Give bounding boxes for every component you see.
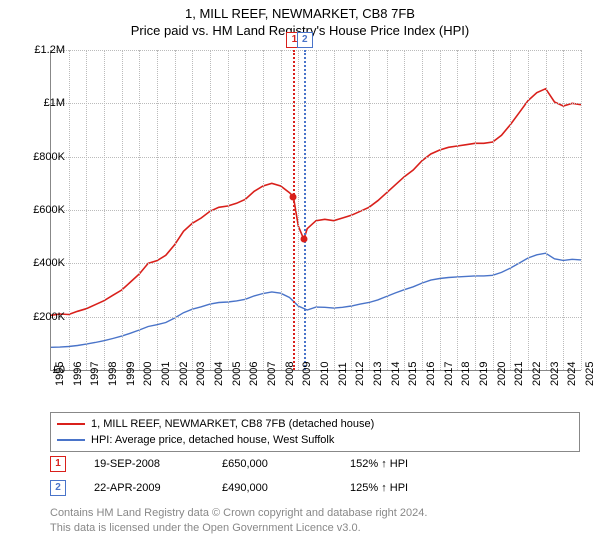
x-tick-label: 2018 (460, 362, 472, 386)
gridline-v (210, 50, 211, 370)
sale-hpi-1: 152% ↑ HPI (350, 458, 450, 470)
legend-label-hpi: HPI: Average price, detached house, West… (91, 434, 334, 446)
x-tick-label: 2017 (443, 362, 455, 386)
x-tick-label: 2014 (390, 362, 402, 386)
title-line-1: 1, MILL REEF, NEWMARKET, CB8 7FB (0, 6, 600, 21)
legend: 1, MILL REEF, NEWMARKET, CB8 7FB (detach… (50, 412, 580, 452)
gridline-v (263, 50, 264, 370)
legend-swatch-hpi (57, 439, 85, 441)
y-tick-label: £1.2M (17, 44, 65, 56)
gridline-v (192, 50, 193, 370)
sale-hpi-2: 125% ↑ HPI (350, 482, 450, 494)
gridline-v (351, 50, 352, 370)
gridline-v (546, 50, 547, 370)
x-tick-label: 2021 (513, 362, 525, 386)
x-tick-label: 2001 (160, 362, 172, 386)
sale-marker-badge: 2 (297, 32, 313, 48)
x-tick-label: 2012 (354, 362, 366, 386)
y-tick-label: £200K (17, 311, 65, 323)
legend-item-property: 1, MILL REEF, NEWMARKET, CB8 7FB (detach… (57, 416, 573, 432)
x-tick-label: 1995 (54, 362, 66, 386)
legend-swatch-property (57, 423, 85, 425)
gridline-v (139, 50, 140, 370)
x-tick-label: 2004 (213, 362, 225, 386)
gridline-v (157, 50, 158, 370)
gridline-v (422, 50, 423, 370)
gridline-v (175, 50, 176, 370)
gridline-v (457, 50, 458, 370)
x-tick-label: 1996 (72, 362, 84, 386)
x-tick-label: 2005 (231, 362, 243, 386)
footer-attribution: Contains HM Land Registry data © Crown c… (50, 506, 580, 536)
x-tick-label: 2009 (301, 362, 313, 386)
x-tick-label: 1997 (89, 362, 101, 386)
sale-badge-1: 1 (50, 456, 66, 472)
sale-badge-2: 2 (50, 480, 66, 496)
gridline-v (581, 50, 582, 370)
y-tick-label: £600K (17, 204, 65, 216)
y-tick-label: £400K (17, 257, 65, 269)
sale-marker-line (293, 50, 295, 370)
gridline-v (281, 50, 282, 370)
x-tick-label: 2011 (337, 362, 349, 386)
gridline-v (528, 50, 529, 370)
x-tick-label: 2002 (178, 362, 190, 386)
chart-container: 1, MILL REEF, NEWMARKET, CB8 7FB Price p… (0, 0, 600, 560)
gridline-v (86, 50, 87, 370)
x-tick-label: 2020 (496, 362, 508, 386)
gridline-v (387, 50, 388, 370)
x-tick-label: 1999 (125, 362, 137, 386)
x-tick-label: 2016 (425, 362, 437, 386)
gridline-v (440, 50, 441, 370)
gridline-v (493, 50, 494, 370)
sale-marker-dot (300, 236, 307, 243)
x-tick-label: 2024 (566, 362, 578, 386)
x-tick-label: 2010 (319, 362, 331, 386)
gridline-v (404, 50, 405, 370)
x-tick-label: 2000 (142, 362, 154, 386)
x-tick-label: 2025 (584, 362, 596, 386)
sale-price-2: £490,000 (222, 482, 322, 494)
y-tick-label: £1M (17, 97, 65, 109)
sale-marker-line (304, 50, 306, 370)
x-tick-label: 2019 (478, 362, 490, 386)
gridline-v (316, 50, 317, 370)
sales-table: 1 19-SEP-2008 £650,000 152% ↑ HPI 2 22-A… (50, 456, 580, 504)
sale-date-2: 22-APR-2009 (94, 482, 194, 494)
gridline-v (563, 50, 564, 370)
gridline-v (369, 50, 370, 370)
sale-price-1: £650,000 (222, 458, 322, 470)
sale-date-1: 19-SEP-2008 (94, 458, 194, 470)
legend-item-hpi: HPI: Average price, detached house, West… (57, 432, 573, 448)
x-tick-label: 2003 (195, 362, 207, 386)
gridline-v (334, 50, 335, 370)
legend-label-property: 1, MILL REEF, NEWMARKET, CB8 7FB (detach… (91, 418, 374, 430)
footer-line-1: Contains HM Land Registry data © Crown c… (50, 506, 580, 521)
sale-row-1: 1 19-SEP-2008 £650,000 152% ↑ HPI (50, 456, 580, 472)
x-tick-label: 2015 (407, 362, 419, 386)
plot-area: 12 (50, 50, 581, 371)
gridline-v (475, 50, 476, 370)
footer-line-2: This data is licensed under the Open Gov… (50, 521, 580, 536)
gridline-v (298, 50, 299, 370)
y-tick-label: £800K (17, 151, 65, 163)
sale-row-2: 2 22-APR-2009 £490,000 125% ↑ HPI (50, 480, 580, 496)
gridline-v (69, 50, 70, 370)
x-tick-label: 2006 (248, 362, 260, 386)
gridline-v (104, 50, 105, 370)
x-tick-label: 2022 (531, 362, 543, 386)
x-tick-label: 2013 (372, 362, 384, 386)
gridline-v (228, 50, 229, 370)
x-tick-label: 2007 (266, 362, 278, 386)
x-tick-label: 2023 (549, 362, 561, 386)
gridline-v (245, 50, 246, 370)
sale-marker-dot (290, 193, 297, 200)
gridline-v (122, 50, 123, 370)
x-tick-label: 2008 (284, 362, 296, 386)
x-tick-label: 1998 (107, 362, 119, 386)
gridline-v (510, 50, 511, 370)
